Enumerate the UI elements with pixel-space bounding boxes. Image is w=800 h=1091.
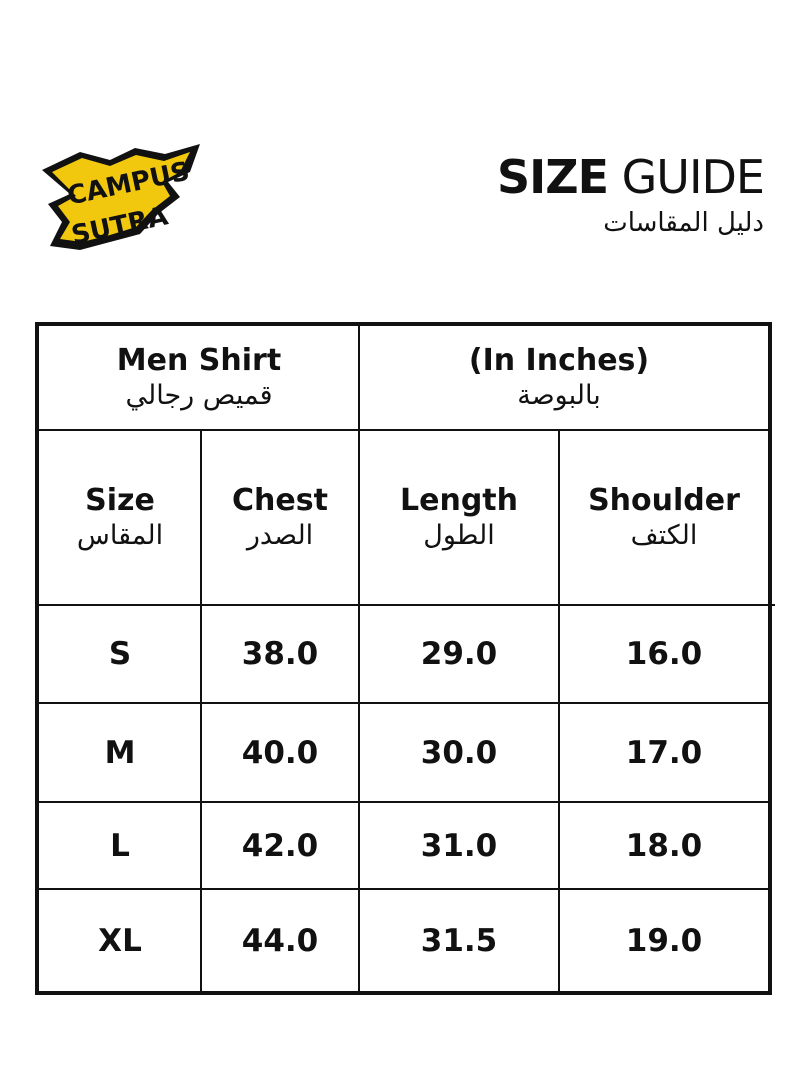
measurement-cell: 17.0 [625, 734, 703, 771]
measurement-cell: 30.0 [420, 734, 498, 771]
divider [39, 702, 768, 704]
column-en: Shoulder [588, 482, 740, 518]
column-header-length: Length الطول [359, 431, 559, 605]
product-en: Men Shirt [116, 342, 282, 378]
unit-en: (In Inches) [468, 342, 650, 378]
measurement-cell: 29.0 [420, 636, 498, 672]
measurement-cell: 40.0 [241, 734, 319, 771]
column-header-size: Size المقاس [39, 431, 201, 605]
column-header-chest: Chest الصدر [201, 431, 359, 605]
column-en: Size [85, 482, 155, 518]
divider [39, 888, 768, 890]
column-ar: الطول [423, 519, 495, 551]
divider [558, 430, 560, 991]
divider [358, 326, 360, 991]
measurement-cell: 19.0 [625, 922, 703, 959]
measurement-cell: 31.5 [420, 922, 498, 959]
divider [39, 429, 768, 431]
product-header: Men Shirt قميص رجالي [39, 326, 359, 430]
campus-sutra-logo: CAMPUS SUTRA [42, 144, 200, 251]
size-cell: S [108, 636, 132, 672]
measurement-cell: 31.0 [420, 827, 498, 864]
title-light: GUIDE [621, 150, 765, 204]
page-title: SIZE GUIDE [496, 150, 765, 204]
measurement-cell: 18.0 [625, 827, 703, 864]
measurement-cell: 16.0 [625, 636, 703, 672]
column-ar: الصدر [246, 519, 314, 551]
measurement-cell: 38.0 [241, 636, 319, 672]
measurement-cell: 42.0 [241, 827, 319, 864]
column-header-shoulder: Shoulder الكتف [559, 431, 769, 605]
size-cell: L [110, 827, 130, 864]
divider [200, 430, 202, 991]
unit-ar: بالبوصة [517, 379, 601, 411]
divider [39, 604, 775, 606]
size-cell: M [104, 734, 136, 771]
size-table: Men Shirt قميص رجالي (In Inches) بالبوصة… [35, 322, 775, 995]
column-ar: الكتف [630, 519, 698, 551]
column-en: Chest [232, 482, 328, 518]
measurement-cell: 44.0 [241, 922, 319, 959]
unit-header: (In Inches) بالبوصة [359, 326, 759, 430]
divider [39, 801, 768, 803]
size-cell: XL [98, 922, 142, 959]
page-subtitle-ar: دليل المقاسات [603, 208, 764, 238]
title-bold: SIZE [496, 150, 609, 204]
column-en: Length [400, 482, 518, 518]
product-ar: قميص رجالي [125, 379, 273, 411]
column-ar: المقاس [76, 519, 164, 551]
